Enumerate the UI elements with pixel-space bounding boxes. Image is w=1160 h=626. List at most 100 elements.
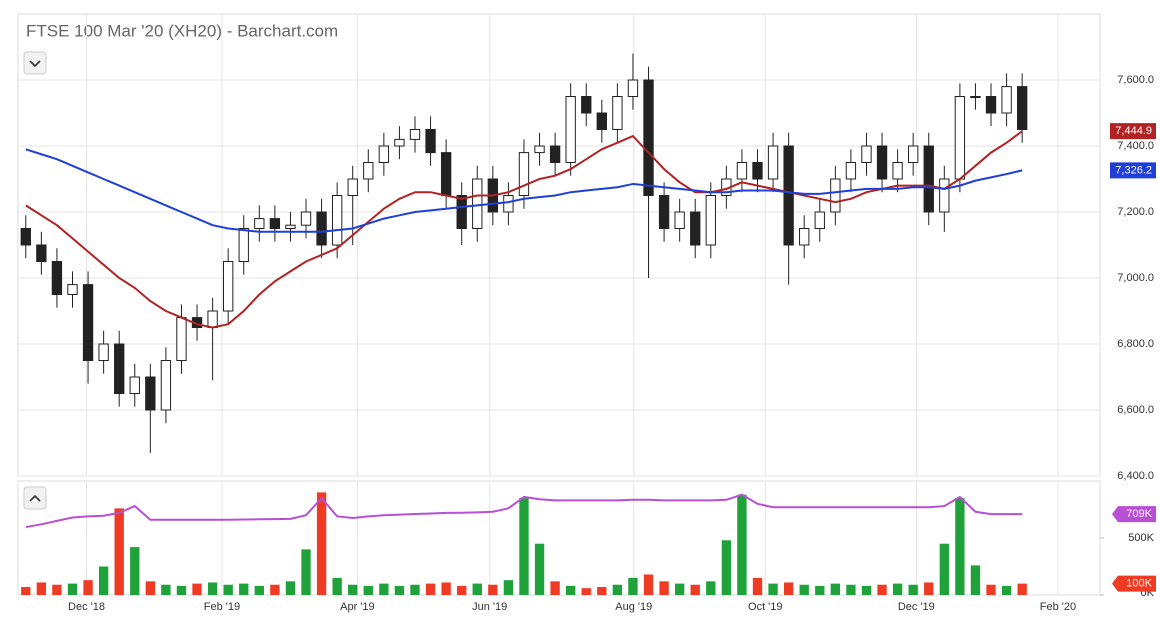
expand-button[interactable]	[23, 486, 47, 510]
y-tick-label: 500K	[1128, 532, 1154, 544]
y-tick-label: 6,600.0	[1117, 404, 1154, 416]
candle-body	[658, 195, 670, 229]
candle-body	[145, 376, 156, 411]
volume-bar	[799, 584, 809, 595]
volume-bar	[410, 584, 420, 595]
volume-bar	[846, 584, 856, 595]
candle-body	[549, 145, 561, 163]
volume-bar	[986, 584, 996, 595]
candle-body	[643, 79, 654, 196]
volume-bar	[628, 577, 638, 595]
candle-body	[363, 162, 374, 180]
value-badge	[1112, 575, 1156, 592]
candle-body	[954, 96, 966, 180]
candle-body	[425, 129, 436, 154]
line	[25, 148, 1023, 233]
volume-bar	[316, 492, 327, 595]
volume-bar	[348, 584, 358, 595]
candle-body	[456, 195, 467, 229]
x-tick-label: Feb '19	[204, 601, 240, 613]
candle-body	[783, 145, 794, 246]
volume-bar	[207, 582, 218, 595]
value-badge	[1110, 162, 1156, 179]
candle-body	[612, 96, 623, 130]
volume-bar	[706, 581, 716, 595]
candle-body	[799, 228, 810, 246]
y-tick-label: 7,600.0	[1117, 74, 1154, 86]
volume-bar	[643, 574, 654, 595]
x-tick-label: Aug '19	[615, 601, 652, 613]
candle-body	[82, 284, 94, 362]
volume-bar	[21, 587, 31, 595]
volume-bar	[98, 566, 109, 595]
candle-body	[207, 310, 218, 328]
volume-bar	[1017, 583, 1027, 595]
volume-bar	[441, 582, 451, 595]
badge-label: 709K	[1126, 508, 1152, 520]
volume-bar	[861, 585, 872, 595]
y-tick-label: 6,400.0	[1117, 470, 1154, 482]
volume-bar	[114, 508, 124, 595]
volume-bar	[332, 577, 342, 595]
volume-bar	[783, 582, 794, 595]
candle-body	[238, 228, 249, 262]
candle-body	[627, 79, 639, 97]
volume-bar	[161, 584, 171, 595]
volume-bar	[674, 583, 685, 595]
volume-bar	[1001, 585, 1012, 595]
x-tick-label: Jun '19	[472, 601, 507, 613]
candle-body	[472, 178, 483, 229]
volume-bar	[830, 583, 841, 595]
candle-body	[51, 261, 63, 295]
candle-body	[814, 211, 825, 229]
candle-body	[300, 211, 312, 226]
candle-body	[1016, 86, 1028, 130]
candle-body	[347, 178, 358, 196]
candle-body	[534, 145, 545, 154]
candle-body	[845, 162, 857, 180]
volume-bar	[285, 581, 296, 595]
candle-body	[690, 211, 701, 246]
badge-label: 7,326.2	[1115, 164, 1152, 176]
candle-body	[767, 145, 779, 180]
candle-body	[1001, 86, 1012, 114]
volume-bar	[176, 585, 187, 595]
candle-body	[129, 376, 140, 394]
candle-body	[20, 228, 31, 246]
candle-body	[892, 162, 903, 180]
volume-panel	[17, 480, 1101, 596]
volume-bar	[581, 588, 591, 595]
candle-body	[705, 195, 716, 246]
volume-bar	[83, 580, 93, 595]
volume-bar	[955, 498, 965, 595]
volume-bar	[534, 543, 545, 595]
line	[25, 493, 1023, 529]
candle-body	[985, 96, 997, 114]
volume-bar	[768, 583, 778, 595]
volume-bar	[892, 583, 903, 595]
collapse-button[interactable]	[23, 51, 47, 75]
y-tick-label: 6,800.0	[1117, 338, 1154, 350]
value-badge	[1110, 123, 1156, 140]
volume-bar	[519, 498, 529, 595]
volume-bar	[52, 584, 62, 595]
volume-bar	[752, 577, 763, 595]
volume-bar	[612, 584, 623, 595]
candle-body	[285, 224, 296, 229]
x-tick-label: Oct '19	[748, 601, 783, 613]
value-badge	[1112, 506, 1156, 523]
volume-bar	[394, 585, 405, 595]
volume-bar	[270, 584, 280, 595]
candle-body	[970, 96, 981, 98]
candle-body	[378, 145, 390, 163]
candle-body	[939, 178, 950, 213]
candle-body	[503, 195, 514, 213]
volume-bar	[924, 582, 934, 595]
candle-body	[114, 343, 125, 394]
candle-body	[331, 195, 343, 246]
volume-bar	[130, 547, 140, 595]
candle-body	[596, 112, 607, 130]
x-tick-label: Feb '20	[1040, 601, 1076, 613]
candle-body	[36, 244, 47, 262]
